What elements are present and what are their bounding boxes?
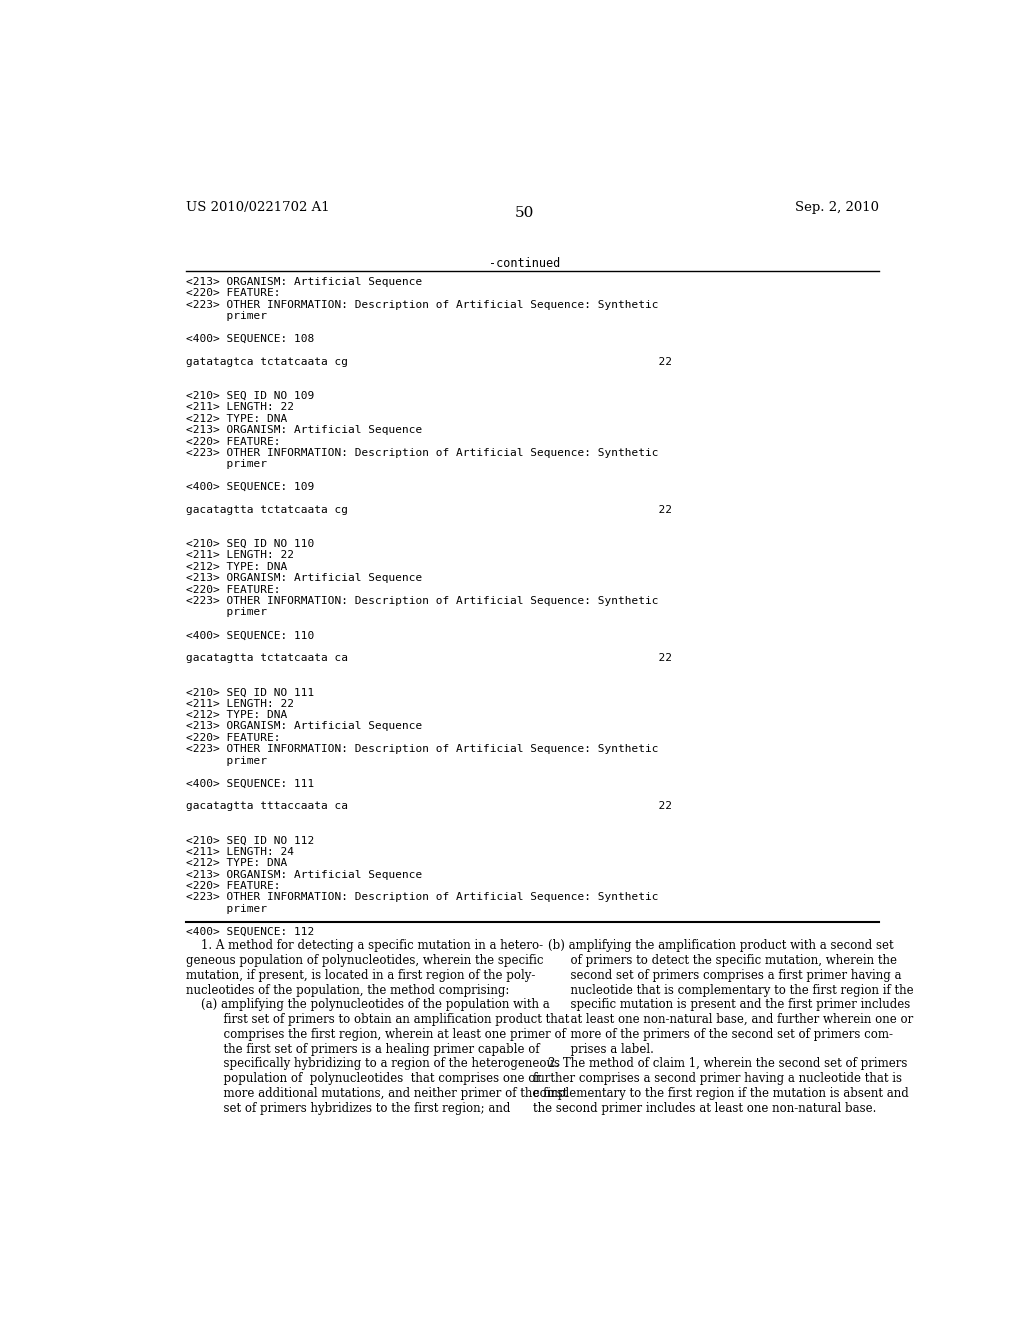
Text: primer: primer <box>186 607 267 618</box>
Text: <220> FEATURE:: <220> FEATURE: <box>186 733 281 743</box>
Text: <213> ORGANISM: Artificial Sequence: <213> ORGANISM: Artificial Sequence <box>186 573 422 583</box>
Text: <400> SEQUENCE: 108: <400> SEQUENCE: 108 <box>186 334 314 345</box>
Text: primer: primer <box>186 904 267 913</box>
Text: <220> FEATURE:: <220> FEATURE: <box>186 288 281 298</box>
Text: <211> LENGTH: 22: <211> LENGTH: 22 <box>186 698 294 709</box>
Text: the second primer includes at least one non-natural base.: the second primer includes at least one … <box>532 1102 876 1115</box>
Text: <211> LENGTH: 22: <211> LENGTH: 22 <box>186 403 294 412</box>
Text: <211> LENGTH: 22: <211> LENGTH: 22 <box>186 550 294 561</box>
Text: <210> SEQ ID NO 110: <210> SEQ ID NO 110 <box>186 539 314 549</box>
Text: <223> OTHER INFORMATION: Description of Artificial Sequence: Synthetic: <223> OTHER INFORMATION: Description of … <box>186 892 658 903</box>
Text: <223> OTHER INFORMATION: Description of Artificial Sequence: Synthetic: <223> OTHER INFORMATION: Description of … <box>186 447 658 458</box>
Text: Sep. 2, 2010: Sep. 2, 2010 <box>795 201 879 214</box>
Text: second set of primers comprises a first primer having a: second set of primers comprises a first … <box>532 969 901 982</box>
Text: <400> SEQUENCE: 109: <400> SEQUENCE: 109 <box>186 482 314 492</box>
Text: comprises the first region, wherein at least one primer of: comprises the first region, wherein at l… <box>186 1028 566 1041</box>
Text: mutation, if present, is located in a first region of the poly-: mutation, if present, is located in a fi… <box>186 969 536 982</box>
Text: the first set of primers is a healing primer capable of: the first set of primers is a healing pr… <box>186 1043 540 1056</box>
Text: at least one non-natural base, and further wherein one or: at least one non-natural base, and furth… <box>532 1014 912 1026</box>
Text: more of the primers of the second set of primers com-: more of the primers of the second set of… <box>532 1028 893 1041</box>
Text: gacatagtta tttaccaata ca                                              22: gacatagtta tttaccaata ca 22 <box>186 801 672 812</box>
Text: <210> SEQ ID NO 109: <210> SEQ ID NO 109 <box>186 391 314 401</box>
Text: <212> TYPE: DNA: <212> TYPE: DNA <box>186 858 288 869</box>
Text: <213> ORGANISM: Artificial Sequence: <213> ORGANISM: Artificial Sequence <box>186 722 422 731</box>
Text: <223> OTHER INFORMATION: Description of Artificial Sequence: Synthetic: <223> OTHER INFORMATION: Description of … <box>186 300 658 310</box>
Text: first set of primers to obtain an amplification product that: first set of primers to obtain an amplif… <box>186 1014 569 1026</box>
Text: more additional mutations, and neither primer of the first: more additional mutations, and neither p… <box>186 1088 567 1100</box>
Text: gacatagtta tctatcaata cg                                              22: gacatagtta tctatcaata cg 22 <box>186 506 672 515</box>
Text: <213> ORGANISM: Artificial Sequence: <213> ORGANISM: Artificial Sequence <box>186 870 422 879</box>
Text: primer: primer <box>186 459 267 470</box>
Text: gacatagtta tctatcaata ca                                              22: gacatagtta tctatcaata ca 22 <box>186 653 672 663</box>
Text: US 2010/0221702 A1: US 2010/0221702 A1 <box>186 201 330 214</box>
Text: <212> TYPE: DNA: <212> TYPE: DNA <box>186 562 288 572</box>
Text: complementary to the first region if the mutation is absent and: complementary to the first region if the… <box>532 1088 908 1100</box>
Text: (a) amplifying the polynucleotides of the population with a: (a) amplifying the polynucleotides of th… <box>186 998 550 1011</box>
Text: <210> SEQ ID NO 112: <210> SEQ ID NO 112 <box>186 836 314 845</box>
Text: <212> TYPE: DNA: <212> TYPE: DNA <box>186 413 288 424</box>
Text: specific mutation is present and the first primer includes: specific mutation is present and the fir… <box>532 998 909 1011</box>
Text: <213> ORGANISM: Artificial Sequence: <213> ORGANISM: Artificial Sequence <box>186 425 422 436</box>
Text: <223> OTHER INFORMATION: Description of Artificial Sequence: Synthetic: <223> OTHER INFORMATION: Description of … <box>186 744 658 754</box>
Text: specifically hybridizing to a region of the heterogeneous: specifically hybridizing to a region of … <box>186 1057 560 1071</box>
Text: <223> OTHER INFORMATION: Description of Artificial Sequence: Synthetic: <223> OTHER INFORMATION: Description of … <box>186 597 658 606</box>
Text: geneous population of polynucleotides, wherein the specific: geneous population of polynucleotides, w… <box>186 954 544 968</box>
Text: -continued: -continued <box>489 257 560 271</box>
Text: gatatagtca tctatcaata cg                                              22: gatatagtca tctatcaata cg 22 <box>186 356 672 367</box>
Text: 2. The method of claim 1, wherein the second set of primers: 2. The method of claim 1, wherein the se… <box>532 1057 907 1071</box>
Text: <400> SEQUENCE: 112: <400> SEQUENCE: 112 <box>186 927 314 937</box>
Text: <210> SEQ ID NO 111: <210> SEQ ID NO 111 <box>186 688 314 697</box>
Text: <400> SEQUENCE: 111: <400> SEQUENCE: 111 <box>186 779 314 788</box>
Text: (b) amplifying the amplification product with a second set: (b) amplifying the amplification product… <box>532 940 893 952</box>
Text: 50: 50 <box>515 206 535 220</box>
Text: <213> ORGANISM: Artificial Sequence: <213> ORGANISM: Artificial Sequence <box>186 277 422 286</box>
Text: <212> TYPE: DNA: <212> TYPE: DNA <box>186 710 288 719</box>
Text: nucleotides of the population, the method comprising:: nucleotides of the population, the metho… <box>186 983 510 997</box>
Text: prises a label.: prises a label. <box>532 1043 653 1056</box>
Text: <211> LENGTH: 24: <211> LENGTH: 24 <box>186 847 294 857</box>
Text: <220> FEATURE:: <220> FEATURE: <box>186 437 281 446</box>
Text: of primers to detect the specific mutation, wherein the: of primers to detect the specific mutati… <box>532 954 897 968</box>
Text: <220> FEATURE:: <220> FEATURE: <box>186 880 281 891</box>
Text: primer: primer <box>186 755 267 766</box>
Text: 1. A method for detecting a specific mutation in a hetero-: 1. A method for detecting a specific mut… <box>186 940 544 952</box>
Text: primer: primer <box>186 312 267 321</box>
Text: <400> SEQUENCE: 110: <400> SEQUENCE: 110 <box>186 630 314 640</box>
Text: further comprises a second primer having a nucleotide that is: further comprises a second primer having… <box>532 1072 901 1085</box>
Text: nucleotide that is complementary to the first region if the: nucleotide that is complementary to the … <box>532 983 913 997</box>
Text: <220> FEATURE:: <220> FEATURE: <box>186 585 281 595</box>
Text: population of  polynucleotides  that comprises one or: population of polynucleotides that compr… <box>186 1072 541 1085</box>
Text: set of primers hybridizes to the first region; and: set of primers hybridizes to the first r… <box>186 1102 511 1115</box>
